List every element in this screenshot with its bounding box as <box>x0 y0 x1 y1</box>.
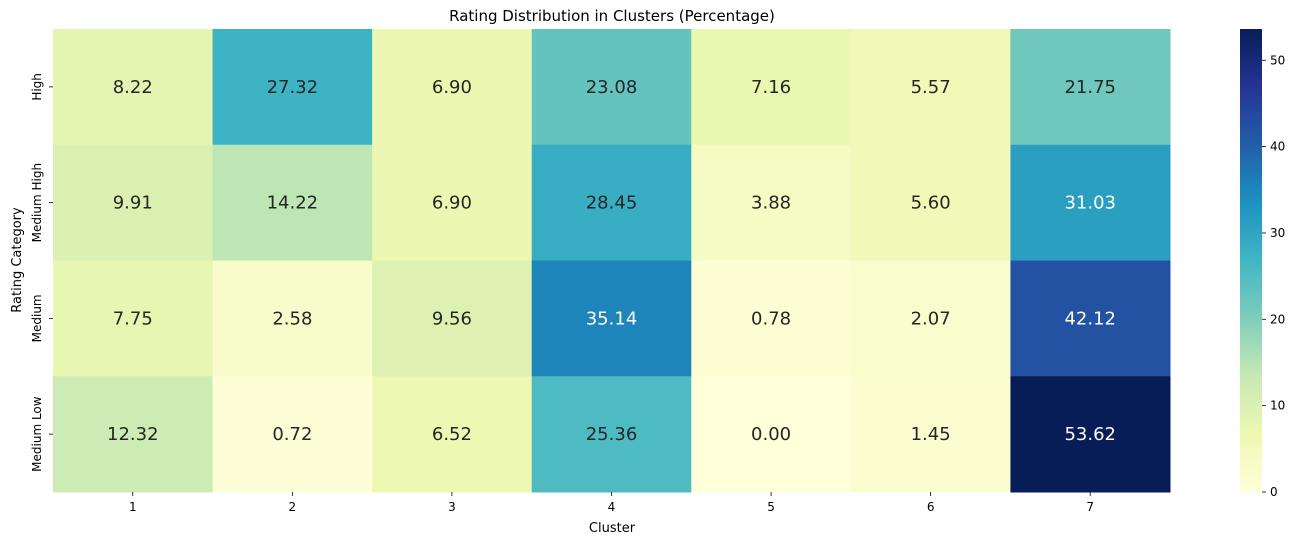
cell-value-label: 7.16 <box>751 77 791 98</box>
heatmap-cell <box>531 260 692 377</box>
x-tick-label: 4 <box>608 500 616 514</box>
x-tick-label: 3 <box>448 500 456 514</box>
x-axis-label: Cluster <box>589 521 636 536</box>
cell-value-label: 0.00 <box>751 424 791 445</box>
cell-value-label: 8.22 <box>113 77 153 98</box>
cell-value-label: 35.14 <box>586 308 638 329</box>
cell-value-label: 6.52 <box>432 424 472 445</box>
cell-value-label: 31.03 <box>1064 193 1116 214</box>
colorbar-tick-label: 50 <box>1270 53 1285 67</box>
x-axis-ticks: 1 2 3 4 5 6 7 <box>129 492 1094 514</box>
y-axis-ticks: High Medium High Medium Medium Low <box>30 73 53 472</box>
heatmap-cell <box>691 376 852 493</box>
heatmap-cell <box>372 376 533 493</box>
y-tick-label: High <box>30 73 44 101</box>
heatmap-cell <box>1010 29 1171 146</box>
cell-value-label: 5.60 <box>911 193 951 214</box>
heatmap-cell <box>1010 260 1171 377</box>
heatmap-cell <box>212 376 373 493</box>
heatmap-cell <box>531 144 692 261</box>
colorbar-tick-label: 40 <box>1270 140 1285 154</box>
heatmap-cell <box>53 376 214 493</box>
x-tick-label: 2 <box>289 500 297 514</box>
x-tick-label: 1 <box>129 500 137 514</box>
heatmap-cell <box>850 376 1011 493</box>
cell-value-label: 1.45 <box>911 424 951 445</box>
heatmap-cell <box>1010 376 1171 493</box>
colorbar-tick-label: 10 <box>1270 399 1285 413</box>
colorbar <box>1240 29 1262 492</box>
cell-value-label: 3.88 <box>751 193 791 214</box>
heatmap-cell <box>850 144 1011 261</box>
heatmap-cell <box>53 29 214 146</box>
heatmap-cell <box>850 260 1011 377</box>
heatmap-cell <box>531 29 692 146</box>
cell-value-label: 0.72 <box>272 424 312 445</box>
colorbar-tick-label: 20 <box>1270 312 1285 326</box>
y-tick-label: Medium High <box>30 163 44 242</box>
heatmap-cell <box>53 260 214 377</box>
y-tick-label: Medium Low <box>30 396 44 472</box>
heatmap-cell <box>372 29 533 146</box>
cell-value-label: 21.75 <box>1064 77 1116 98</box>
heatmap-cell <box>212 29 373 146</box>
cell-value-label: 9.91 <box>113 193 153 214</box>
heatmap-cell <box>691 29 852 146</box>
heatmap-cell <box>53 144 214 261</box>
cell-value-label: 42.12 <box>1064 308 1116 329</box>
x-tick-label: 7 <box>1086 500 1094 514</box>
x-tick-label: 5 <box>767 500 775 514</box>
cell-value-label: 9.56 <box>432 308 472 329</box>
cell-value-label: 5.57 <box>911 77 951 98</box>
heatmap-cell <box>1010 144 1171 261</box>
cell-value-label: 23.08 <box>586 77 638 98</box>
cell-value-label: 25.36 <box>586 424 638 445</box>
cell-value-label: 2.07 <box>911 308 951 329</box>
heatmap-cells: 8.22 27.32 6.90 23.08 7.16 5.57 21.75 9.91 14.22… <box>53 29 1171 493</box>
heatmap-cell <box>212 260 373 377</box>
heatmap-cell <box>531 376 692 493</box>
cell-value-label: 0.78 <box>751 308 791 329</box>
heatmap-cell <box>691 260 852 377</box>
cell-value-label: 14.22 <box>267 193 319 214</box>
cell-value-label: 6.90 <box>432 193 472 214</box>
cell-value-label: 12.32 <box>107 424 159 445</box>
cell-value-label: 27.32 <box>267 77 319 98</box>
colorbar-tick-label: 30 <box>1270 226 1285 240</box>
cell-value-label: 6.90 <box>432 77 472 98</box>
cell-value-label: 53.62 <box>1064 424 1116 445</box>
y-axis-label: Rating Category <box>10 207 25 313</box>
cell-value-label: 28.45 <box>586 193 638 214</box>
chart-title: Rating Distribution in Clusters (Percent… <box>449 7 775 25</box>
cell-value-label: 2.58 <box>272 308 312 329</box>
heatmap-cell <box>212 144 373 261</box>
heatmap-cell <box>850 29 1011 146</box>
heatmap-cell <box>372 144 533 261</box>
x-tick-label: 6 <box>927 500 935 514</box>
y-tick-label: Medium <box>30 294 44 342</box>
colorbar-ticks: 0 10 20 30 40 50 <box>1262 53 1285 499</box>
heatmap-cell <box>372 260 533 377</box>
heatmap-cell <box>691 144 852 261</box>
colorbar-tick-label: 0 <box>1270 485 1278 499</box>
cell-value-label: 7.75 <box>113 308 153 329</box>
